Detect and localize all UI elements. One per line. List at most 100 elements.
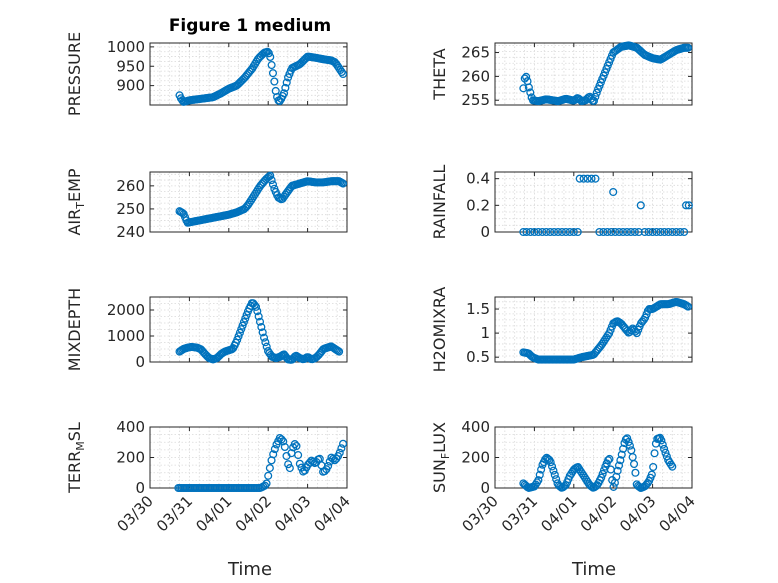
data-point <box>631 468 640 477</box>
data-point <box>682 201 691 210</box>
x-tick-label: 03/30 <box>114 492 157 535</box>
data-point <box>324 461 333 471</box>
y-axis-label-air-temp: AIRTEMP <box>65 168 87 235</box>
data-point <box>285 464 294 473</box>
x-axis-label-right: Time <box>571 559 616 580</box>
data-point <box>282 78 291 87</box>
data-point <box>266 52 275 61</box>
data-point <box>657 436 666 445</box>
y-tick-label: 200 <box>116 449 145 467</box>
y-tick-label: 950 <box>116 57 145 75</box>
data-point <box>589 96 598 105</box>
y-tick-label: 900 <box>116 77 145 95</box>
data-point <box>251 302 261 311</box>
data-point <box>264 49 273 58</box>
y-tick-label: 2000 <box>107 301 145 319</box>
data-point <box>660 444 669 453</box>
data-point <box>255 317 265 326</box>
x-tick-label: 04/04 <box>656 492 699 535</box>
y-tick-label: 0.5 <box>466 348 490 366</box>
x-tick-label: 04/01 <box>192 492 235 535</box>
data-point <box>295 459 304 468</box>
data-point <box>614 461 624 470</box>
data-point <box>339 69 348 79</box>
y-axis-label-theta: THETA <box>430 48 449 100</box>
x-tick-label: 04/03 <box>616 492 659 535</box>
data-point <box>281 83 290 92</box>
y-tick-label: 400 <box>116 418 145 436</box>
data-point <box>235 328 244 337</box>
y-tick-label: 0 <box>135 353 145 371</box>
y-tick-label: 1.5 <box>466 300 490 318</box>
data-point <box>294 451 303 460</box>
data-point <box>561 227 570 237</box>
data-point <box>611 227 620 237</box>
y-tick-label: 0.4 <box>466 170 490 188</box>
data-point <box>290 440 299 449</box>
data-point <box>526 88 535 97</box>
data-point <box>522 227 531 237</box>
data-point <box>546 458 555 467</box>
data-point <box>680 227 689 237</box>
data-point <box>552 475 561 484</box>
data-point <box>617 450 626 459</box>
data-point <box>583 174 592 183</box>
y-tick-label: 0.2 <box>466 196 490 214</box>
data-point <box>575 174 584 183</box>
data-point <box>335 448 344 457</box>
data-point <box>277 435 286 444</box>
data-point <box>537 465 546 474</box>
data-point <box>262 479 271 488</box>
data-point <box>234 332 243 341</box>
data-point <box>616 456 625 465</box>
data-point <box>605 454 614 464</box>
y-tick-label: 200 <box>461 449 490 467</box>
axes-box <box>494 296 693 363</box>
data-point <box>524 83 533 92</box>
data-point <box>624 437 633 447</box>
axes-box <box>494 171 693 233</box>
y-tick-label: 0 <box>135 479 145 497</box>
data-point <box>644 227 653 237</box>
data-point <box>548 462 557 471</box>
data-point <box>573 227 582 237</box>
y-tick-label: 260 <box>461 67 490 85</box>
panel-theta: 255 260 265 THETA <box>430 41 693 109</box>
figure-title: Figure 1 medium <box>169 16 331 36</box>
data-point <box>241 314 250 323</box>
data-point <box>604 456 613 465</box>
data-point <box>599 227 608 237</box>
data-point <box>579 174 588 183</box>
data-point <box>640 227 649 237</box>
data-point <box>269 450 278 459</box>
data-point <box>339 439 348 448</box>
panel-air-temp: 240 250 260 AIRTEMP <box>65 168 348 241</box>
data-point <box>270 445 279 454</box>
y-tick-label: 1000 <box>107 38 145 56</box>
data-point <box>619 444 628 453</box>
data-point <box>629 459 639 469</box>
data-point <box>684 201 693 210</box>
data-point <box>607 227 616 237</box>
data-point <box>622 227 632 237</box>
data-point <box>546 227 555 237</box>
data-point <box>668 227 677 237</box>
data-point <box>595 227 604 237</box>
data-point <box>660 227 669 237</box>
data-point <box>280 442 289 452</box>
axes-box <box>149 171 348 233</box>
x-tick-label: 04/01 <box>537 492 580 535</box>
data-point <box>626 227 635 237</box>
data-point <box>312 353 321 362</box>
data-point <box>267 176 276 185</box>
y-tick-label: 265 <box>461 44 490 62</box>
data-point <box>672 227 681 237</box>
data-point <box>634 227 643 237</box>
data-point <box>254 312 263 321</box>
data-point <box>623 434 632 443</box>
data-point <box>270 77 279 86</box>
x-tick-label: 03/31 <box>498 492 541 535</box>
x-tick-label: 04/02 <box>232 492 275 535</box>
y-tick-label: 240 <box>116 223 145 241</box>
data-point <box>267 61 276 70</box>
